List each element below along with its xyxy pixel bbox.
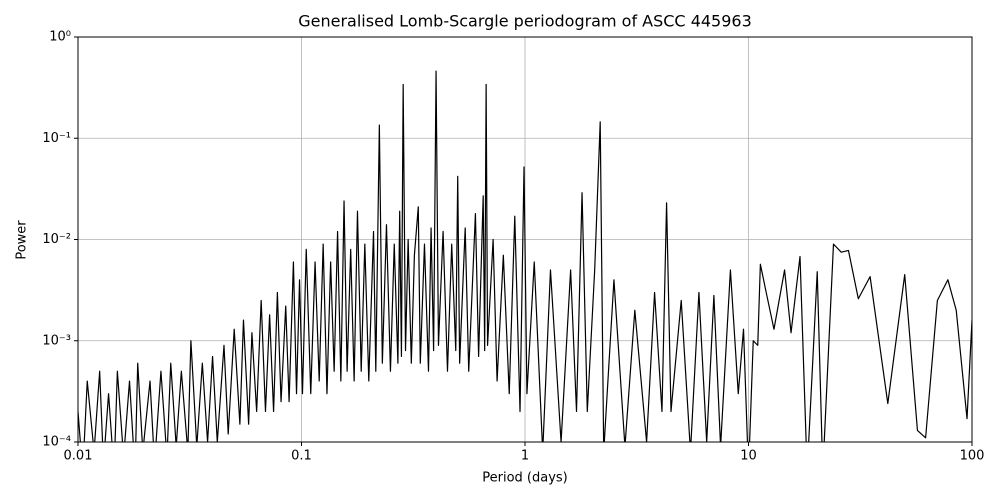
- y-tick-label: 10⁻⁴: [42, 435, 71, 450]
- y-axis-label: Power: [15, 220, 30, 260]
- y-tick-label: 10⁰: [49, 30, 71, 45]
- plot-area: [78, 70, 972, 442]
- x-tick-label: 100: [960, 449, 985, 464]
- x-tick-label: 10: [740, 449, 757, 464]
- y-tick-label: 10⁻¹: [42, 131, 71, 146]
- chart-title: Generalised Lomb-Scargle periodogram of …: [298, 12, 752, 31]
- x-tick-label: 0.1: [291, 449, 312, 464]
- y-tick-label: 10⁻³: [42, 333, 71, 348]
- ticks: 0.01 0.1 1 10 100 10⁻⁴ 10⁻³ 10⁻² 10⁻¹ 10⁰: [42, 30, 984, 464]
- x-tick-label: 1: [521, 449, 529, 464]
- line-series: [78, 70, 972, 442]
- x-axis-label: Period (days): [482, 471, 568, 486]
- y-tick-label: 10⁻²: [42, 232, 71, 247]
- x-tick-label: 0.01: [64, 449, 93, 464]
